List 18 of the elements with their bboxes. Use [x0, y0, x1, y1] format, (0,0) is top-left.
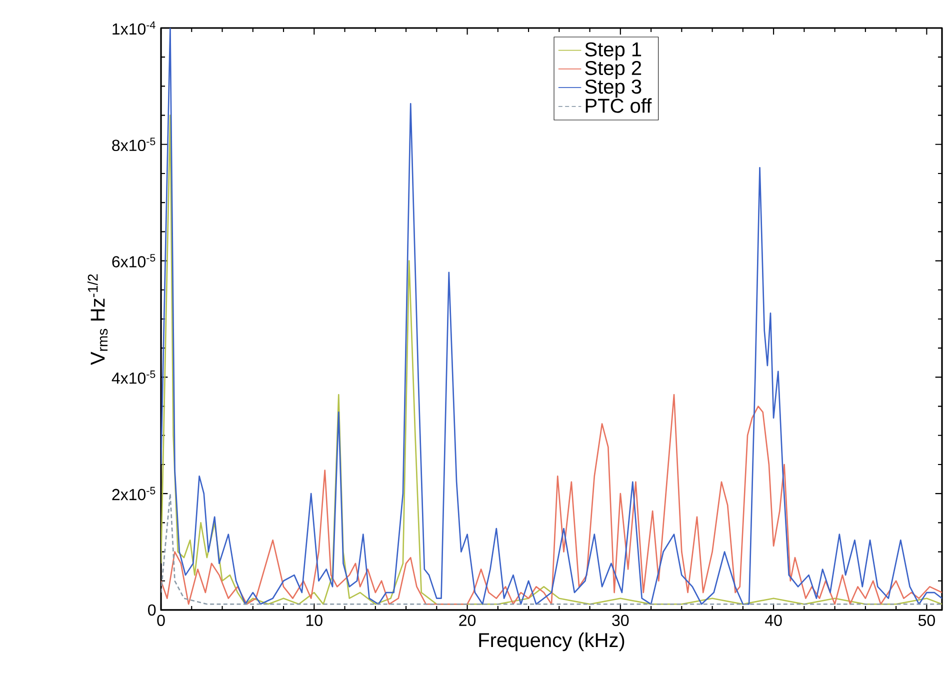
y-tick-label: 8x10$^{-5}$	[112, 138, 156, 152]
y-tick-label: 1x10$^{-4}$	[112, 21, 156, 35]
legend-label: Step 3	[585, 80, 642, 98]
y-axis-title: V$_{rms}$ Hz$^{-1/2}$	[88, 274, 108, 365]
x-tick-label: 10	[306, 614, 322, 626]
x-tick-label: 50	[918, 614, 935, 626]
x-tick-label: 20	[459, 614, 476, 626]
y-tick-label: 6x10$^{-5}$	[112, 254, 156, 268]
x-tick-label: 40	[765, 614, 782, 626]
x-axis-title: Frequency (kHz)	[479, 632, 624, 652]
y-tick-label: 4x10$^{-5}$	[112, 370, 156, 384]
legend-label: PTC off	[586, 98, 652, 113]
x-tick-label: 0	[157, 614, 165, 626]
y-tick-label: 2x10$^{-5}$	[112, 486, 156, 500]
legend-label: Step 1	[585, 42, 642, 60]
y-tick-label: 0	[148, 604, 156, 616]
legend-label: Step 2	[585, 60, 642, 80]
x-tick-label: 30	[612, 614, 629, 626]
